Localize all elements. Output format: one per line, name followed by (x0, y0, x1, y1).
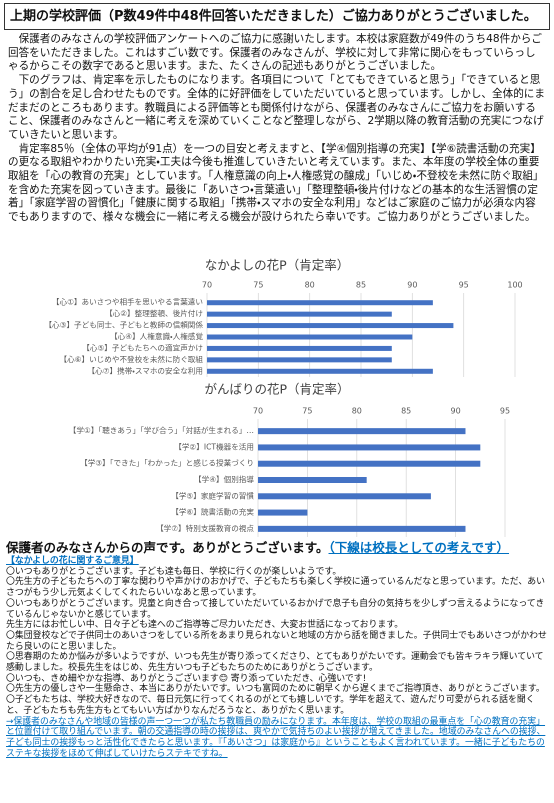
chart: なかよしの花P（肯定率） 70 75 80 85 90 95 100 【心①】あいさつや相手を思… (44, 258, 523, 377)
y-tick-label: 【学⑥】読書活動の充実 (171, 507, 254, 517)
comment: 〇思春期のためか悩みが多いようですが、いつも先生が寄り添ってくださり、とてもあり… (6, 652, 544, 674)
x-tick-label: 75 (253, 281, 263, 290)
bar (258, 525, 466, 532)
x-tick-label: 100 (507, 281, 522, 290)
bar (258, 509, 308, 516)
paragraph: 保護者のみなさんの学校評価アンケートへのご協力に感謝いたします。本校は家庭数が4… (8, 33, 542, 73)
page: 上期の学校評価（P数49件中48件回答いただきました）ご協力ありがとうございまし… (0, 3, 554, 803)
y-tick-label: 【学④】個別指導 (194, 474, 254, 484)
x-tick-label: 90 (451, 407, 461, 416)
y-tick-label: 【心⑥】いじめや不登校を未然に防ぐ取組 (60, 354, 204, 364)
comment: 〇子どもたちは、学校大好きなので、毎日元気に行ってくれるのがとても嬉しいです。学… (6, 695, 535, 716)
comment: 先生方にはお忙しい中、日々子ども達へのご指導等ご尽力いただき、大変お世話になって… (6, 620, 404, 631)
comments-heading: 保護者のみなさんからの声です。ありがとうございます。（下線は校長としての考えです… (6, 539, 548, 556)
x-tick-label: 70 (253, 407, 263, 416)
y-tick-label: 【心⑤】子どもたちへの適宜声かけ (82, 342, 203, 352)
comment: 〇先生方の子どもたちへの丁寧な関わりや声かけのおかげで、子どもたちも楽しく学校に… (6, 577, 545, 599)
page-title: 上期の学校評価（P数49件中48件回答いただきました）ご協力ありがとうございまし… (4, 3, 550, 30)
y-tick-label: 【心③】子ども同士、子どもと教師の信頼関係 (44, 320, 203, 330)
chart-title: がんばりの花P（肯定率） (204, 382, 349, 397)
y-tick-label: 【学②】ICT機器を活用 (174, 441, 254, 451)
y-tick-label: 【心⑦】携帯・スマホの安全な利用 (88, 365, 203, 375)
paragraph: 下のグラフは、肯定率を示したものになります。各項目について「とてもできていると思… (8, 74, 545, 141)
paragraph: 肯定率85％（全体の平均が91点）を一つの目安と考えますと、【学④個別指導の充実… (8, 142, 544, 224)
x-tick-label: 80 (305, 281, 315, 290)
comment: 〇集団登校などで子供同士のあいさつをしている所をあまり見られないと地域の方から話… (6, 630, 547, 652)
comment: 〇いつもありがとうございます。児童と向き合って接していただいているおかげで息子も… (6, 598, 545, 620)
y-tick-label: 【心②】整理整頓、後片付け (105, 308, 203, 318)
x-tick-label: 75 (302, 407, 312, 416)
y-tick-label: 【学⑦】特別支援教育の視点 (156, 523, 254, 533)
y-tick-label: 【学⑤】家庭学習の習慣 (171, 490, 254, 500)
y-tick-label: 【心①】あいさつや相手を思いやる言葉遣い (52, 297, 203, 307)
bar (258, 444, 481, 451)
x-tick-label: 70 (202, 281, 212, 290)
comment: 〇いつも、きめ細やかな指導、ありがとうございます😊 寄り添っていただき、心強いで… (6, 673, 367, 684)
comments: 保護者のみなさんからの声です。ありがとうございます。（下線は校長としての考えです… (6, 539, 548, 797)
x-tick-label: 85 (356, 281, 366, 290)
bar (207, 334, 413, 340)
comment: 〇先生方の優しさや一生懸命さ、本当にありがたいです。いつも富岡のために朝早くから… (6, 684, 545, 695)
bar (258, 493, 431, 500)
comment: 〇いつもありがとうございます。子ども達も毎日、学校に行くのが楽しいようです。 (6, 566, 342, 577)
chart: がんばりの花P（肯定率） 70 75 80 85 90 95 【学①】「聴きあう」「学び合う」… (69, 382, 510, 537)
y-tick-label: 【心④】人権意識・人権感覚 (110, 331, 203, 341)
x-tick-label: 80 (352, 407, 362, 416)
chart-title: なかよしの花P（肯定率） (205, 258, 349, 273)
x-tick-label: 95 (500, 407, 510, 416)
y-tick-label: 【学③】「できた」「わかった」と感じる授業づくり (80, 458, 254, 468)
bar (207, 300, 433, 306)
bar (207, 311, 392, 317)
intro: 保護者のみなさんの学校評価アンケートへのご協力に感謝いたします。本校は家庭数が4… (8, 33, 546, 255)
subheading: 【なかよしの花に関するご意見】 (6, 556, 139, 566)
bar (207, 323, 454, 329)
bar (258, 460, 481, 467)
y-tick-label: 【学①】「聴きあう」「学び合う」「対話が生まれる」… (69, 425, 254, 435)
heading-text: 保護者のみなさんからの声です。ありがとうございます。 (6, 540, 329, 555)
heading-note: （下線は校長としての考えです） (328, 540, 510, 555)
x-tick-label: 95 (459, 281, 469, 290)
bar (258, 428, 466, 435)
bar (207, 357, 392, 363)
bar (207, 345, 392, 351)
x-tick-label: 90 (407, 281, 417, 290)
bar (207, 368, 433, 374)
principal-response: →保護者のみなさんや地域の皆様の声一つ一つが私たち教職員の励みになります。本年度… (6, 716, 546, 759)
x-tick-label: 85 (401, 407, 411, 416)
bar (258, 477, 367, 483)
